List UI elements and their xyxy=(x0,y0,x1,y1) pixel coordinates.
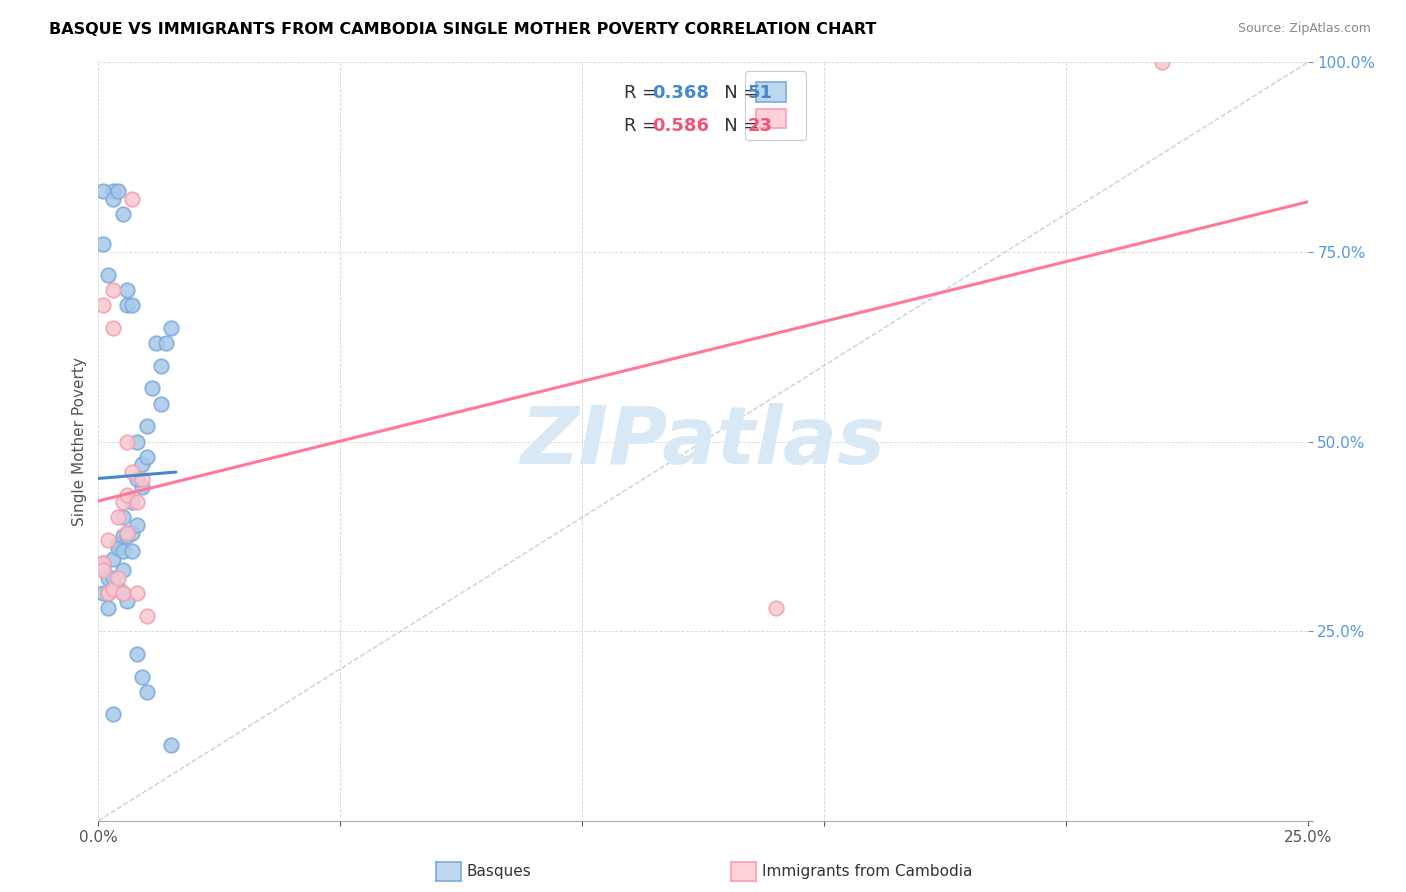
Point xyxy=(107,184,129,198)
Text: N =: N = xyxy=(707,84,763,102)
Point xyxy=(111,495,134,509)
Point xyxy=(101,184,124,198)
Point xyxy=(101,571,124,585)
Point xyxy=(91,556,114,570)
Point xyxy=(117,434,139,449)
Point xyxy=(131,473,153,487)
Point xyxy=(91,586,114,600)
Point xyxy=(101,552,124,566)
Point xyxy=(107,571,129,585)
Point xyxy=(117,594,139,608)
Text: ZIPatlas: ZIPatlas xyxy=(520,402,886,481)
Point xyxy=(117,298,139,312)
Point xyxy=(107,541,129,555)
Text: 0.368: 0.368 xyxy=(652,84,709,102)
Point xyxy=(131,458,153,472)
Point xyxy=(101,192,124,206)
Point xyxy=(101,707,124,722)
Point xyxy=(101,283,124,297)
Point xyxy=(101,320,124,334)
Text: R =: R = xyxy=(624,84,664,102)
Point xyxy=(107,537,129,551)
Point xyxy=(121,525,143,540)
Point xyxy=(111,586,134,600)
Point xyxy=(111,529,134,543)
Point xyxy=(155,335,177,350)
Point xyxy=(135,685,157,699)
Point xyxy=(117,487,139,501)
Point xyxy=(107,510,129,524)
Text: 51: 51 xyxy=(748,84,773,102)
Point xyxy=(97,268,120,282)
Point xyxy=(121,192,143,206)
Point xyxy=(150,359,173,373)
Point xyxy=(127,434,149,449)
Point xyxy=(131,480,153,494)
Point xyxy=(121,298,143,312)
Point xyxy=(117,529,139,543)
Text: Source: ZipAtlas.com: Source: ZipAtlas.com xyxy=(1237,22,1371,36)
Point xyxy=(111,510,134,524)
Point xyxy=(101,582,124,597)
Point xyxy=(97,586,120,600)
Point xyxy=(135,419,157,434)
Point xyxy=(91,237,114,252)
Text: Basques: Basques xyxy=(467,864,531,879)
Legend: , : , xyxy=(745,70,807,140)
Point xyxy=(91,298,114,312)
Point xyxy=(111,544,134,558)
Point xyxy=(91,564,114,578)
Point xyxy=(127,586,149,600)
Point xyxy=(150,396,173,410)
Point xyxy=(1152,55,1174,70)
Point xyxy=(107,582,129,597)
Point xyxy=(91,184,114,198)
Text: R =: R = xyxy=(624,117,664,135)
Point xyxy=(121,495,143,509)
Point xyxy=(135,450,157,464)
Point xyxy=(127,473,149,487)
Text: Immigrants from Cambodia: Immigrants from Cambodia xyxy=(762,864,973,879)
Y-axis label: Single Mother Poverty: Single Mother Poverty xyxy=(72,357,87,526)
Point xyxy=(127,495,149,509)
Point xyxy=(97,533,120,548)
Text: N =: N = xyxy=(707,117,763,135)
Point xyxy=(141,382,163,396)
Point xyxy=(160,320,183,334)
Point xyxy=(131,669,153,683)
Point xyxy=(121,544,143,558)
Point xyxy=(91,556,114,570)
Text: 23: 23 xyxy=(748,117,773,135)
Point xyxy=(765,601,787,615)
Point xyxy=(97,601,120,615)
Point xyxy=(127,647,149,661)
Text: BASQUE VS IMMIGRANTS FROM CAMBODIA SINGLE MOTHER POVERTY CORRELATION CHART: BASQUE VS IMMIGRANTS FROM CAMBODIA SINGL… xyxy=(49,22,876,37)
Point xyxy=(117,525,139,540)
Point xyxy=(111,207,134,221)
Point xyxy=(145,335,167,350)
Point xyxy=(107,582,129,597)
Point xyxy=(117,525,139,540)
Point xyxy=(121,465,143,479)
Point xyxy=(117,283,139,297)
Point xyxy=(135,608,157,623)
Point xyxy=(97,586,120,600)
Text: 0.586: 0.586 xyxy=(652,117,709,135)
Point xyxy=(111,586,134,600)
Point xyxy=(97,571,120,585)
Point xyxy=(127,517,149,532)
Point xyxy=(160,738,183,752)
Point xyxy=(111,564,134,578)
Point xyxy=(91,559,114,574)
